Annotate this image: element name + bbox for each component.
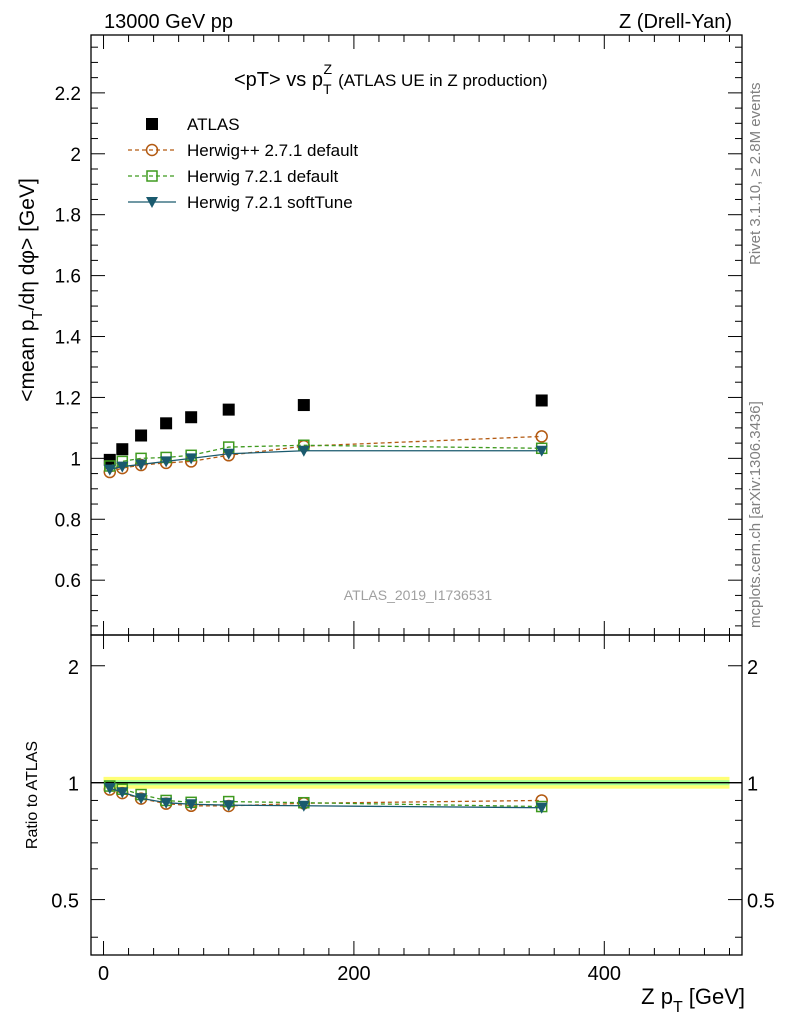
mcplots-label: mcplots.cern.ch [arXiv:1306.3436] [747, 401, 764, 628]
y-tick-label: 1.8 [55, 206, 81, 227]
y-tick-label: 0.6 [55, 571, 81, 592]
series-line [109, 787, 542, 809]
data-point [185, 799, 198, 811]
ratio-y-tick-label-right: 0.5 [747, 891, 775, 913]
main-title: <pT> vs pTZ(ATLAS UE in Z production) [234, 61, 548, 97]
ratio-y-tick-label-left: 2 [68, 657, 79, 679]
legend-label: Herwig++ 2.7.1 default [187, 141, 358, 160]
data-point [116, 461, 129, 473]
data-point [103, 783, 116, 795]
data-point [222, 800, 235, 812]
data-point [535, 802, 548, 814]
y-tick-label: 0.8 [55, 510, 81, 531]
ratio-band [91, 776, 742, 789]
y-tick-label: 1.4 [55, 328, 82, 349]
main-ticks: 0.6 0.8 1 1.2 1.4 1.6 1.8 2 2.2 [55, 35, 742, 635]
data-point [535, 430, 548, 443]
legend-marker [146, 197, 158, 208]
data-point [297, 800, 310, 812]
ratio-y-tick-label-right: 2 [747, 657, 758, 679]
x-tick-label: 200 [337, 963, 370, 985]
data-point [160, 797, 173, 809]
series-herwig-7-2-1-softtune [103, 783, 548, 814]
ratio-ticks: 0.5 0.5 1 1 2 2 0 200 400 [51, 635, 775, 985]
main-panel: 0.6 0.8 1 1.2 1.4 1.6 1.8 2 2.2 ATLAS_2019_I1736… [55, 34, 743, 636]
data-point [535, 445, 548, 457]
data-point [116, 787, 129, 799]
data-point [535, 394, 548, 407]
ratio-series [103, 780, 548, 814]
data-point [135, 429, 148, 442]
legend-marker [146, 118, 158, 130]
data-point [222, 448, 235, 460]
ratio-frame [90, 634, 743, 956]
x-axis-label: Z pT [GeV] [641, 984, 745, 1016]
ratio-y-tick-label-left: 1 [68, 774, 79, 796]
legend-label: Herwig 7.2.1 default [187, 167, 338, 186]
legend-marker [145, 143, 159, 157]
x-tick-label: 400 [588, 963, 621, 985]
ratio-y-tick-label-left: 0.5 [51, 891, 79, 913]
series-line [109, 450, 542, 471]
header-right: Z (Drell-Yan) [619, 11, 732, 33]
legend-item: Herwig 7.2.1 softTune [128, 193, 353, 212]
data-point [135, 793, 148, 805]
data-point [160, 417, 173, 430]
ratio-y-tick-label-right: 1 [747, 774, 758, 796]
legend-label: Herwig 7.2.1 softTune [187, 193, 353, 212]
y-tick-label: 1.2 [55, 388, 81, 409]
data-point [185, 411, 198, 424]
data-point [103, 464, 116, 476]
ratio-y-axis-label: Ratio to ATLAS [24, 741, 41, 849]
legend: ATLAS Herwig++ 2.7.1 default Herwig 7.2.1 … [128, 115, 358, 212]
series-herwig-7-2-1-softtune [103, 445, 548, 476]
legend-label: ATLAS [187, 115, 240, 134]
legend-item: Herwig++ 2.7.1 default [128, 141, 358, 160]
data-point [185, 453, 198, 465]
series-line [109, 444, 542, 467]
data-point [297, 399, 310, 412]
series-atlas [103, 394, 548, 466]
series-line [109, 435, 542, 473]
y-tick-label: 1 [70, 449, 81, 470]
main-y-axis-label: <mean pT/dη dφ> [GeV] [16, 178, 46, 402]
data-point [297, 445, 310, 457]
y-tick-label: 2 [70, 145, 81, 166]
data-point [222, 403, 235, 416]
y-tick-label: 1.6 [55, 267, 81, 288]
ratio-panel: 0.5 0.5 1 1 2 2 0 200 400 [51, 634, 775, 985]
main-series [103, 394, 548, 479]
header-left: 13000 GeV pp [104, 11, 233, 33]
data-point [116, 443, 129, 456]
rivet-label: Rivet 3.1.10, ≥ 2.8M events [747, 83, 764, 266]
data-point [135, 459, 148, 471]
legend-item: Herwig 7.2.1 default [128, 167, 338, 186]
y-tick-label: 2.2 [55, 84, 81, 105]
legend-item: ATLAS [146, 115, 240, 134]
data-point [160, 456, 173, 468]
x-tick-label: 0 [98, 963, 109, 985]
data-point [103, 453, 116, 466]
watermark: ATLAS_2019_I1736531 [344, 587, 493, 603]
legend-marker [146, 170, 158, 182]
